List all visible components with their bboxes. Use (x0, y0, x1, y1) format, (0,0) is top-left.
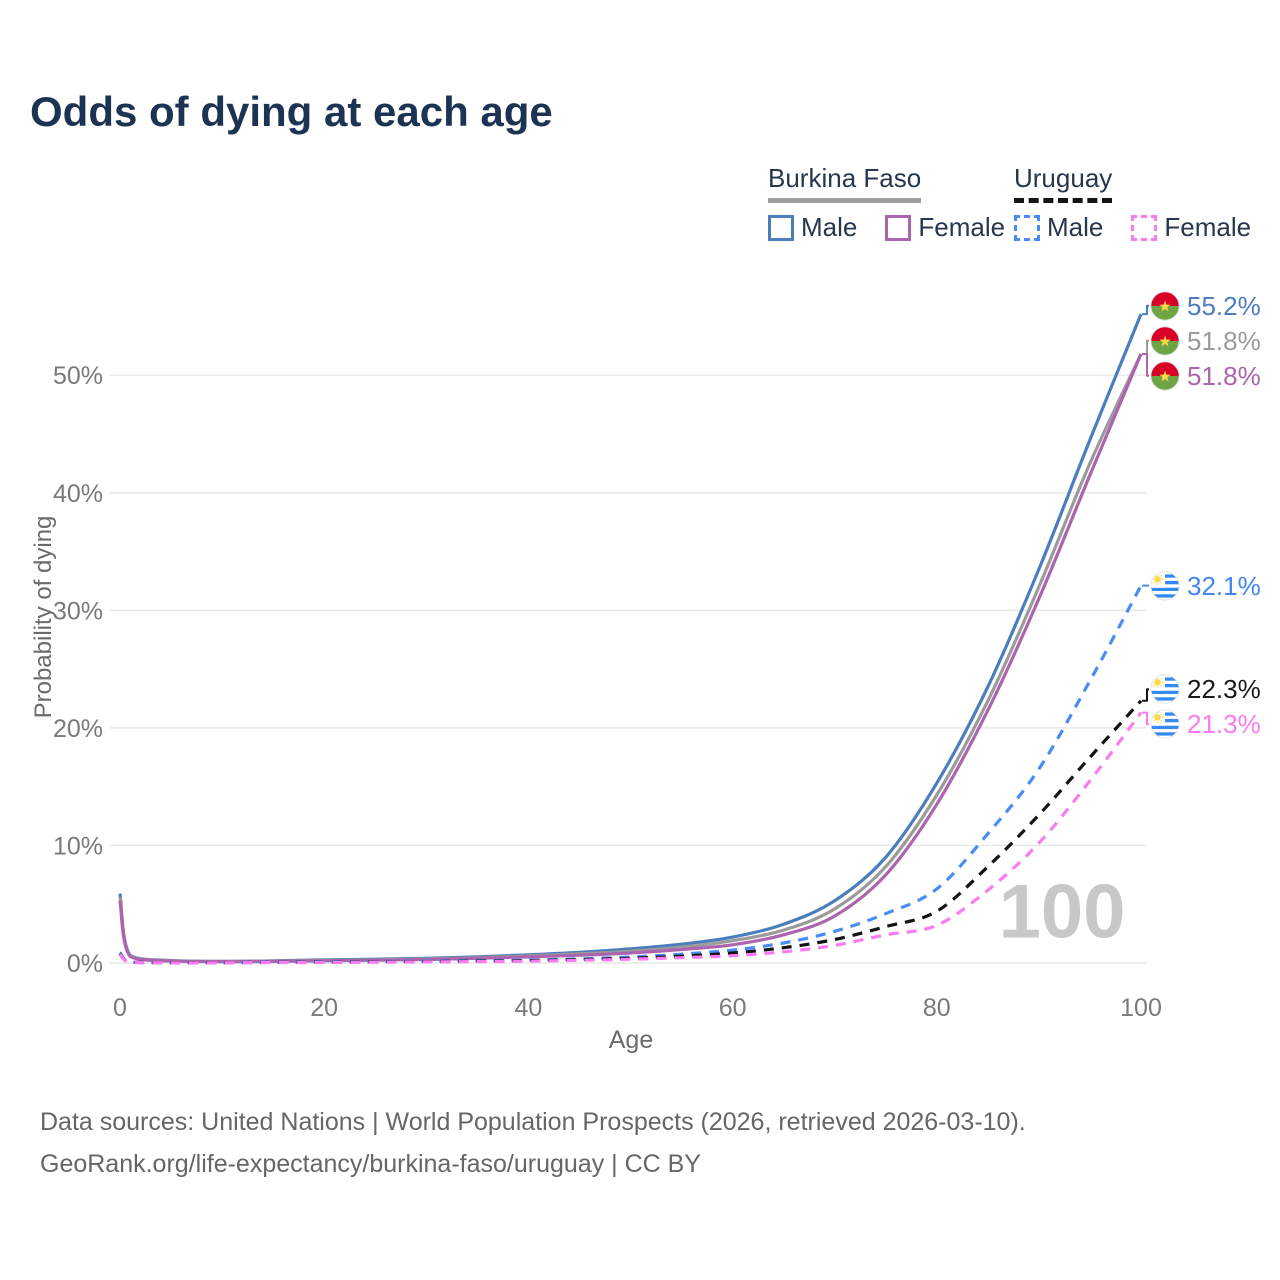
y-tick-label: 40% (53, 480, 103, 508)
x-tick-label: 60 (719, 994, 747, 1022)
end-label-connector-burkina-faso-both-sexes (1142, 339, 1149, 355)
y-tick-label: 0% (67, 950, 103, 978)
legend-header-uruguay: Uruguay (1014, 163, 1113, 203)
y-tick-label: 20% (53, 715, 103, 743)
end-label-value: 51.8% (1187, 326, 1261, 356)
y-axis-title: Probability of dying (30, 515, 57, 719)
legend-item-uruguay-female[interactable]: Female (1131, 212, 1251, 243)
series-line-burkina-faso-female (118, 353, 1143, 964)
burkina-faso-flag-icon (1150, 291, 1180, 321)
legend-label-burkina-faso-female: Female (918, 212, 1006, 242)
legend-header-burkina-faso: Burkina Faso (768, 163, 922, 203)
legend-swatch-uruguay-male (1014, 214, 1040, 241)
series-line-uruguay-female (118, 711, 1143, 965)
x-tick-label: 80 (923, 994, 951, 1022)
legend-label-uruguay-female: Female (1164, 212, 1252, 242)
legend-swatch-burkina-faso-male (768, 214, 794, 241)
end-label-value: 32.1% (1187, 571, 1261, 601)
legend-item-burkina-faso-female[interactable]: Female (885, 212, 1005, 243)
legend-item-burkina-faso-male[interactable]: Male (768, 212, 857, 243)
burkina-faso-flag-icon (1150, 326, 1180, 356)
end-label-uruguay-male: 32.1% (1150, 571, 1261, 601)
x-tick-label: 0 (113, 994, 127, 1022)
uruguay-flag-icon (1150, 709, 1180, 739)
x-tick-label: 100 (1120, 994, 1162, 1022)
end-label-connector-burkina-faso-male (1142, 304, 1149, 316)
end-label-uruguay-both-sexes: 22.3% (1150, 674, 1261, 704)
legend-group-uruguay: Uruguay Male Female (1014, 163, 1251, 243)
end-label-connector-burkina-faso-female (1142, 353, 1149, 377)
series-line-burkina-faso-male (118, 313, 1143, 963)
y-tick-label: 50% (53, 362, 103, 390)
x-tick-label: 40 (514, 994, 542, 1022)
end-label-connector-uruguay-female (1142, 711, 1149, 726)
end-label-value: 55.2% (1187, 291, 1261, 321)
legend-group-burkina-faso: Burkina Faso Male Female (768, 163, 1005, 243)
y-tick-label: 30% (53, 597, 103, 625)
footer-attribution: GeoRank.org/life-expectancy/burkina-faso… (40, 1150, 701, 1178)
series-line-uruguay-male (118, 584, 1143, 965)
uruguay-flag-icon (1150, 674, 1180, 704)
legend-label-uruguay-male: Male (1047, 212, 1104, 242)
page-title: Odds of dying at each age (30, 88, 553, 135)
end-label-burkina-faso-male: 55.2% (1150, 291, 1261, 321)
end-label-value: 51.8% (1187, 361, 1261, 391)
series-line-burkina-faso-both-sexes (118, 353, 1143, 964)
chart-legend: Burkina Faso Male Female Uruguay Male Female (0, 163, 1280, 243)
legend-item-uruguay-male[interactable]: Male (1014, 212, 1103, 243)
legend-label-burkina-faso-male: Male (801, 212, 858, 242)
x-tick-label: 20 (310, 994, 338, 1022)
end-label-burkina-faso-female: 51.8% (1150, 361, 1261, 391)
hover-age-watermark: 100 (998, 869, 1126, 955)
legend-swatch-uruguay-female (1131, 214, 1158, 241)
legend-swatch-burkina-faso-female (885, 214, 912, 241)
end-label-connector-uruguay-both-sexes (1142, 688, 1149, 702)
end-label-uruguay-female: 21.3% (1150, 709, 1261, 739)
x-axis-title: Age (608, 1026, 654, 1054)
y-tick-label: 10% (53, 832, 103, 860)
uruguay-flag-icon (1150, 571, 1180, 601)
end-label-burkina-faso-both-sexes: 51.8% (1150, 326, 1261, 356)
burkina-faso-flag-icon (1150, 361, 1180, 391)
end-label-value: 21.3% (1187, 709, 1261, 739)
footer-data-sources: Data sources: United Nations | World Pop… (40, 1108, 1026, 1136)
end-label-value: 22.3% (1187, 674, 1261, 704)
